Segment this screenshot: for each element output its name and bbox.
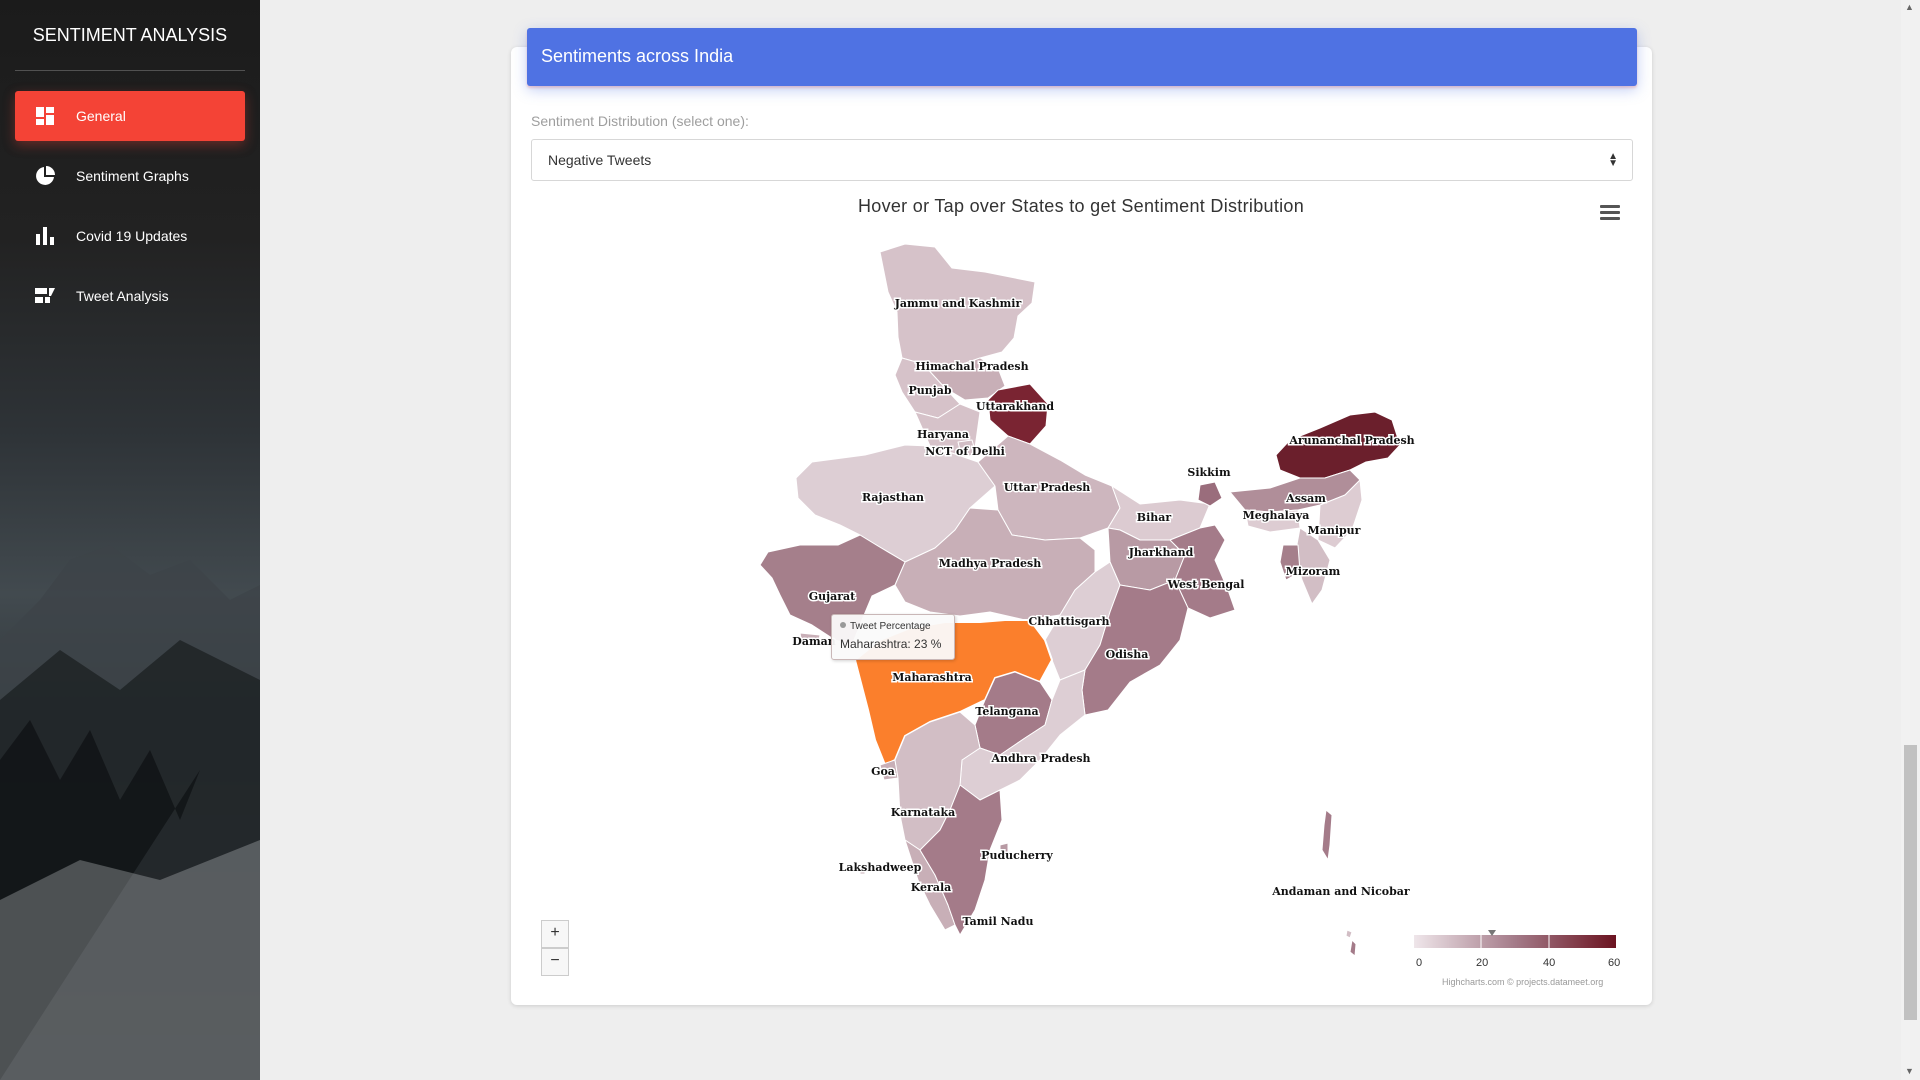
- sidebar-item-general[interactable]: General: [15, 91, 245, 141]
- sidebar-item-label: Covid 19 Updates: [76, 228, 188, 244]
- map-label: Meghalaya: [1243, 509, 1310, 522]
- map-label: Odisha: [1106, 648, 1149, 661]
- map-label: Jammu and Kashmir: [894, 297, 1022, 310]
- select-caret-icon: ▲ ▼: [1608, 151, 1618, 169]
- map-label: Mizoram: [1286, 565, 1341, 578]
- mountain-background-image: [0, 545, 260, 1080]
- pie-chart-icon: [35, 166, 55, 186]
- map-label: Jharkhand: [1128, 546, 1194, 559]
- map-label: Uttar Pradesh: [1004, 481, 1091, 494]
- map-label: Karnataka: [891, 806, 956, 819]
- state-andaman-and-nicobar[interactable]: [1321, 809, 1333, 861]
- state-tripura-nagaland[interactable]: [1279, 544, 1301, 581]
- map-label: Andaman and Nicobar: [1271, 885, 1410, 898]
- sentiment-select[interactable]: Negative Tweets ▲ ▼: [531, 139, 1633, 181]
- sidebar-item-tweet-analysis[interactable]: Tweet Analysis: [15, 271, 245, 321]
- state-manipur[interactable]: [1317, 479, 1363, 549]
- zoom-in-button[interactable]: +: [541, 920, 569, 948]
- state-sikkim[interactable]: [1197, 481, 1223, 507]
- state-uttarakhand[interactable]: [987, 383, 1049, 445]
- map-label: Uttarakhand: [976, 400, 1055, 413]
- sidebar: SENTIMENT ANALYSIS General Sentiment Gra…: [0, 0, 260, 1080]
- map-label: Kerala: [911, 881, 952, 894]
- map-tooltip: Tweet Percentage Maharashtra: 23 %: [831, 614, 955, 660]
- sidebar-item-label: Sentiment Graphs: [76, 168, 189, 184]
- map-label: Manipur: [1308, 524, 1361, 537]
- chart-title: Hover or Tap over States to get Sentimen…: [857, 196, 1305, 216]
- sidebar-item-label: General: [76, 108, 126, 124]
- state-tamil-nadu[interactable]: [919, 784, 1003, 936]
- chart-menu-icon[interactable]: [1600, 205, 1620, 223]
- card-header: Sentiments across India: [527, 28, 1637, 86]
- state-jammu-and-kashmir[interactable]: [879, 243, 1036, 367]
- sidebar-item-sentiment-graphs[interactable]: Sentiment Graphs: [15, 151, 245, 201]
- map-label: Daman: [792, 635, 835, 648]
- legend-tick: 40: [1543, 957, 1556, 969]
- state-west-bengal[interactable]: [1169, 524, 1236, 619]
- card-title: Sentiments across India: [541, 46, 734, 66]
- legend-tick: 20: [1476, 957, 1489, 969]
- legend-tick: 0: [1416, 957, 1423, 969]
- map-label: NCT of Delhi: [925, 445, 1005, 458]
- map-label: Goa: [871, 765, 895, 778]
- map-label: Andhra Pradesh: [990, 752, 1090, 765]
- map-label: Tamil Nadu: [963, 915, 1034, 928]
- map-label: Haryana: [917, 428, 969, 441]
- page-scrollbar[interactable]: ▲ ▼: [1901, 0, 1920, 1080]
- scroll-up-icon[interactable]: ▲: [1905, 2, 1914, 12]
- sentiment-select-value: Negative Tweets: [548, 152, 652, 168]
- series-dot-icon: [840, 622, 846, 628]
- map-label: Madhya Pradesh: [939, 557, 1041, 570]
- brand-title[interactable]: SENTIMENT ANALYSIS: [15, 18, 245, 71]
- select-label: Sentiment Distribution (select one):: [531, 113, 749, 129]
- map-label: Telangana: [975, 705, 1038, 718]
- chart-credits[interactable]: Highcharts.com © projects.datameet.org: [1442, 977, 1604, 987]
- map-label: Assam: [1285, 492, 1326, 505]
- tooltip-series: Tweet Percentage: [840, 621, 931, 632]
- legend-marker-icon: [1488, 930, 1496, 936]
- map-label: Maharashtra: [892, 671, 972, 684]
- scroll-down-icon[interactable]: ▼: [1905, 1066, 1914, 1076]
- state-nct-of-delhi[interactable]: [957, 439, 977, 459]
- sidebar-item-label: Tweet Analysis: [76, 288, 169, 304]
- legend-tick: 60: [1608, 957, 1621, 969]
- map-label: West Bengal: [1167, 578, 1245, 591]
- map-label: Arunanchal Pradesh: [1288, 434, 1414, 447]
- state-lakshadweep[interactable]: [859, 867, 866, 875]
- tooltip-value: Maharashtra: 23 %: [840, 637, 942, 651]
- map-label: Rajasthan: [862, 491, 924, 504]
- map-label: Punjab: [908, 384, 951, 397]
- state-daman[interactable]: [799, 632, 821, 646]
- zoom-out-button[interactable]: −: [541, 948, 569, 976]
- tooltip-series-label: Tweet Percentage: [850, 621, 931, 632]
- state-himachal-pradesh[interactable]: [922, 357, 1006, 401]
- bar-chart-icon: [35, 226, 55, 246]
- scroll-thumb[interactable]: [1904, 745, 1917, 1020]
- map-label: Himachal Pradesh: [915, 360, 1028, 373]
- map-label: Gujarat: [809, 590, 856, 603]
- map-label: Sikkim: [1187, 466, 1231, 479]
- state-andaman-and-nicobar-south[interactable]: [1349, 939, 1357, 957]
- state-minor-island[interactable]: [1345, 929, 1353, 939]
- state-puducherry[interactable]: [999, 842, 1009, 856]
- dashboard-icon: [35, 106, 55, 126]
- tweet-list-icon: [35, 286, 55, 306]
- map-label: Chhattisgarh: [1028, 615, 1109, 628]
- sidebar-item-covid-updates[interactable]: Covid 19 Updates: [15, 211, 245, 261]
- map-label: Puducherry: [981, 849, 1053, 862]
- color-axis-legend: [1414, 935, 1616, 948]
- state-arunanchal-pradesh[interactable]: [1275, 411, 1401, 479]
- map-label: Bihar: [1137, 511, 1172, 524]
- map-label: Lakshadweep: [839, 861, 922, 874]
